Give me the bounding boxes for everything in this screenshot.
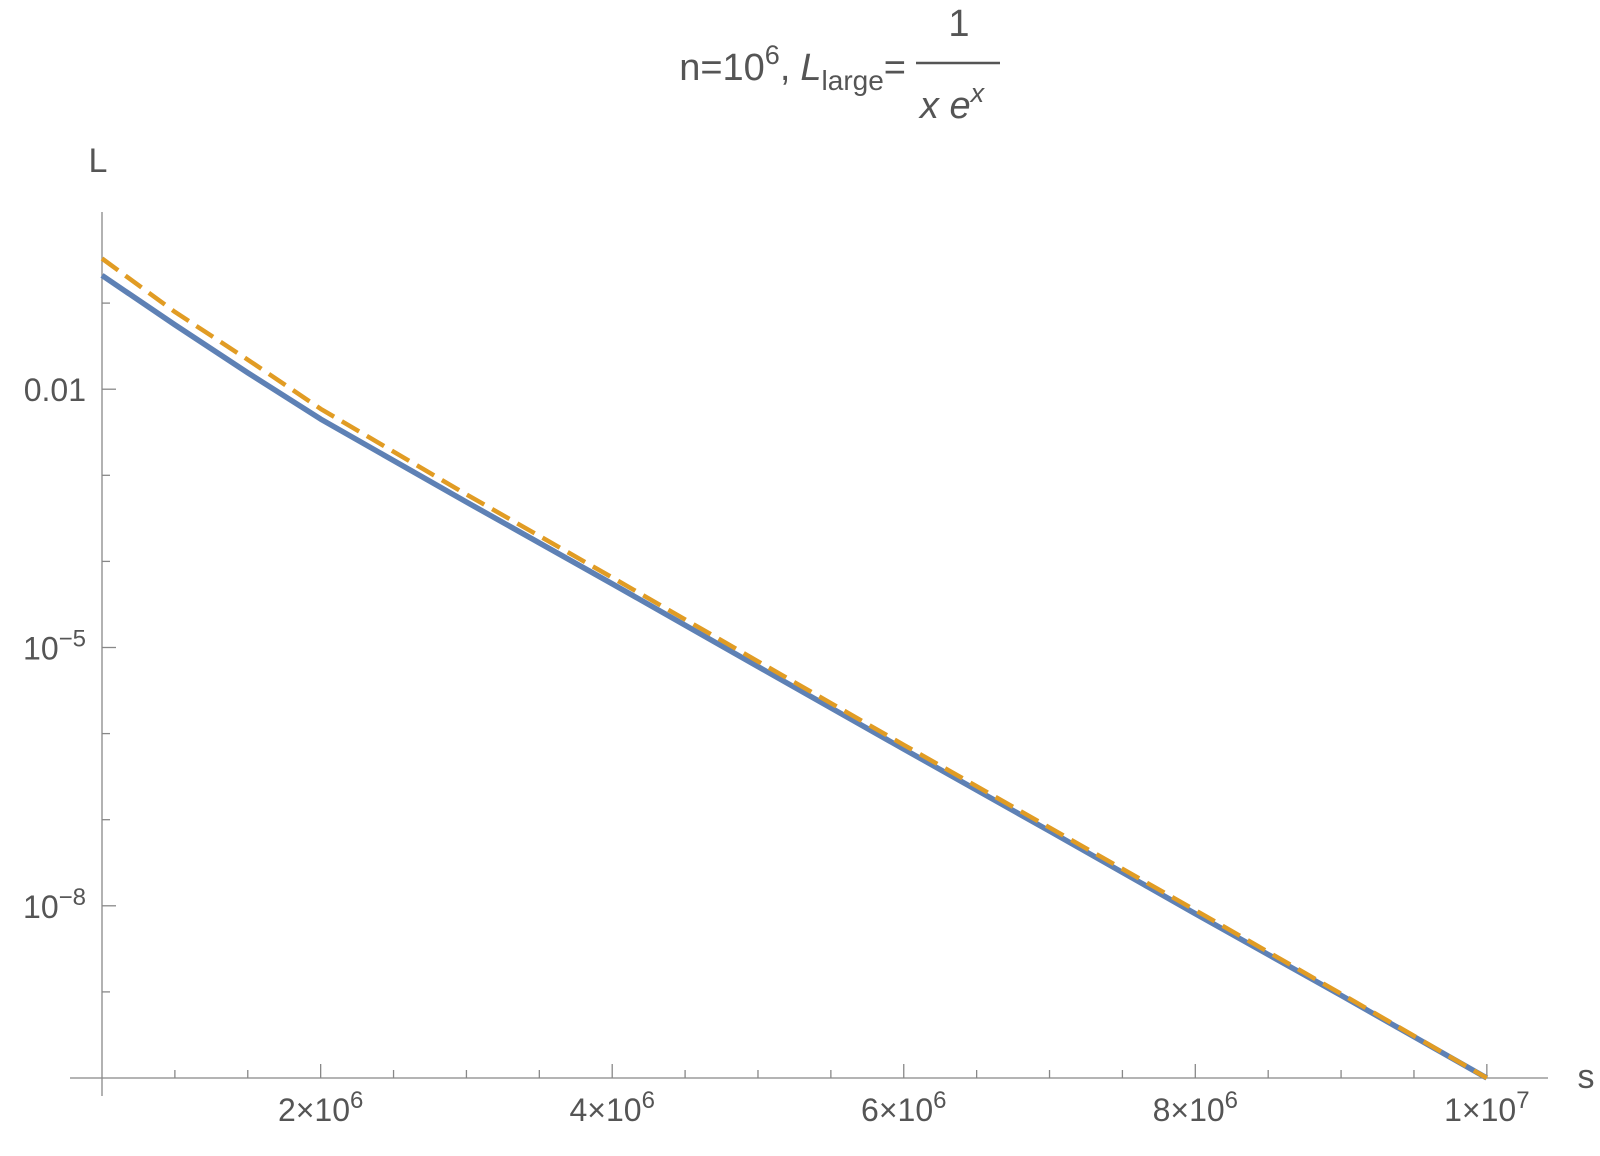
series-line: [100, 256, 1488, 1080]
x-tick-base: 8×10: [1153, 1092, 1225, 1128]
x-tick-base: 1×10: [1444, 1092, 1516, 1128]
title-lhs: L: [800, 47, 821, 89]
x-tick-label: 6×106: [861, 1087, 946, 1128]
title-sep: ,: [780, 47, 791, 89]
x-tick-label: 4×106: [569, 1087, 654, 1128]
title-eq: =: [884, 47, 906, 89]
y-tick-exp: −5: [59, 626, 86, 653]
title-lhs-sub: large: [822, 65, 884, 96]
x-tick-label: 2×106: [278, 1087, 363, 1128]
x-tick-exp: 6: [1225, 1087, 1238, 1114]
x-tick-label: 1×107: [1444, 1087, 1529, 1128]
title-n: n=10: [679, 47, 765, 89]
title-den: x e: [918, 85, 971, 127]
x-tick-exp: 7: [1516, 1087, 1529, 1114]
y-axis-label: L: [89, 142, 108, 180]
x-axis-label: s: [1578, 1058, 1595, 1096]
y-tick-base: 0.01: [24, 372, 86, 408]
y-tick-label: 10−8: [23, 884, 86, 925]
y-tick-base: 10: [23, 631, 59, 667]
title-numerator: 1: [948, 3, 969, 45]
series-line: [100, 273, 1489, 1081]
title-n-exp: 6: [765, 40, 780, 70]
chart-title: n=106, Llarge=: [679, 40, 906, 96]
y-tick-exp: −8: [59, 884, 86, 911]
x-tick-exp: 6: [350, 1087, 363, 1114]
x-tick-label: 8×106: [1153, 1087, 1238, 1128]
x-tick-base: 6×10: [861, 1092, 933, 1128]
y-tick-label: 10−5: [23, 626, 86, 667]
y-tick-label: 0.01: [24, 372, 86, 408]
y-tick-base: 10: [23, 889, 59, 925]
title-den-exp: x: [969, 78, 986, 108]
x-tick-exp: 6: [642, 1087, 655, 1114]
x-tick-base: 4×10: [569, 1092, 641, 1128]
x-tick-exp: 6: [933, 1087, 946, 1114]
title-denominator: x ex: [918, 78, 986, 127]
x-tick-base: 2×10: [278, 1092, 350, 1128]
